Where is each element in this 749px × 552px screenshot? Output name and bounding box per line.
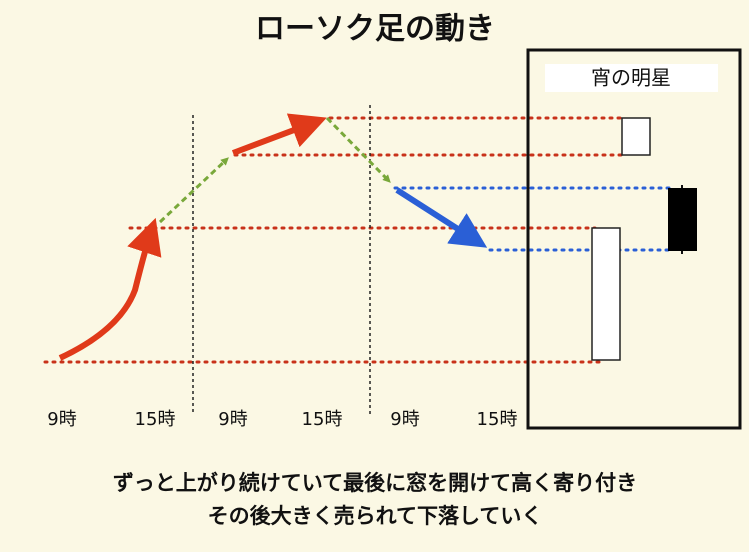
title: ローソク足の動き <box>255 12 495 47</box>
up-arrow <box>58 217 162 361</box>
day-dividers <box>192 105 371 415</box>
candle-white <box>621 117 651 156</box>
time-labels: 9時 15時 9時 15時 9時 15時 <box>47 409 517 430</box>
time-label: 15時 <box>135 409 176 430</box>
gap-arrow <box>325 116 391 183</box>
box-label-bg <box>545 64 718 92</box>
price-lines <box>43 116 627 364</box>
candle-white <box>591 227 621 361</box>
caption-line: その後大きく売られて下落していく <box>208 504 543 528</box>
caption-line: ずっと上がり続けていて最後に窓を開けて高く寄り付き <box>113 471 637 495</box>
up-arrow <box>231 113 327 156</box>
box-label: 宵の明星 <box>591 66 671 90</box>
time-label: 15時 <box>302 409 343 430</box>
time-label: 9時 <box>47 409 76 430</box>
time-label: 9時 <box>218 409 247 430</box>
down-arrow <box>395 187 488 248</box>
time-label: 9時 <box>390 409 419 430</box>
gap-lines <box>393 186 672 252</box>
candle-black <box>668 188 697 251</box>
time-label: 15時 <box>477 409 518 430</box>
gap-arrow <box>158 157 229 224</box>
pattern-box <box>526 48 742 430</box>
